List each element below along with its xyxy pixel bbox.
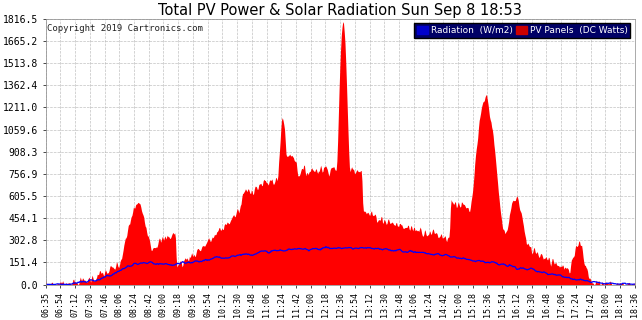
Title: Total PV Power & Solar Radiation Sun Sep 8 18:53: Total PV Power & Solar Radiation Sun Sep… [159,3,522,18]
Text: Copyright 2019 Cartronics.com: Copyright 2019 Cartronics.com [47,24,203,33]
Legend: Radiation  (W/m2), PV Panels  (DC Watts): Radiation (W/m2), PV Panels (DC Watts) [414,23,630,38]
